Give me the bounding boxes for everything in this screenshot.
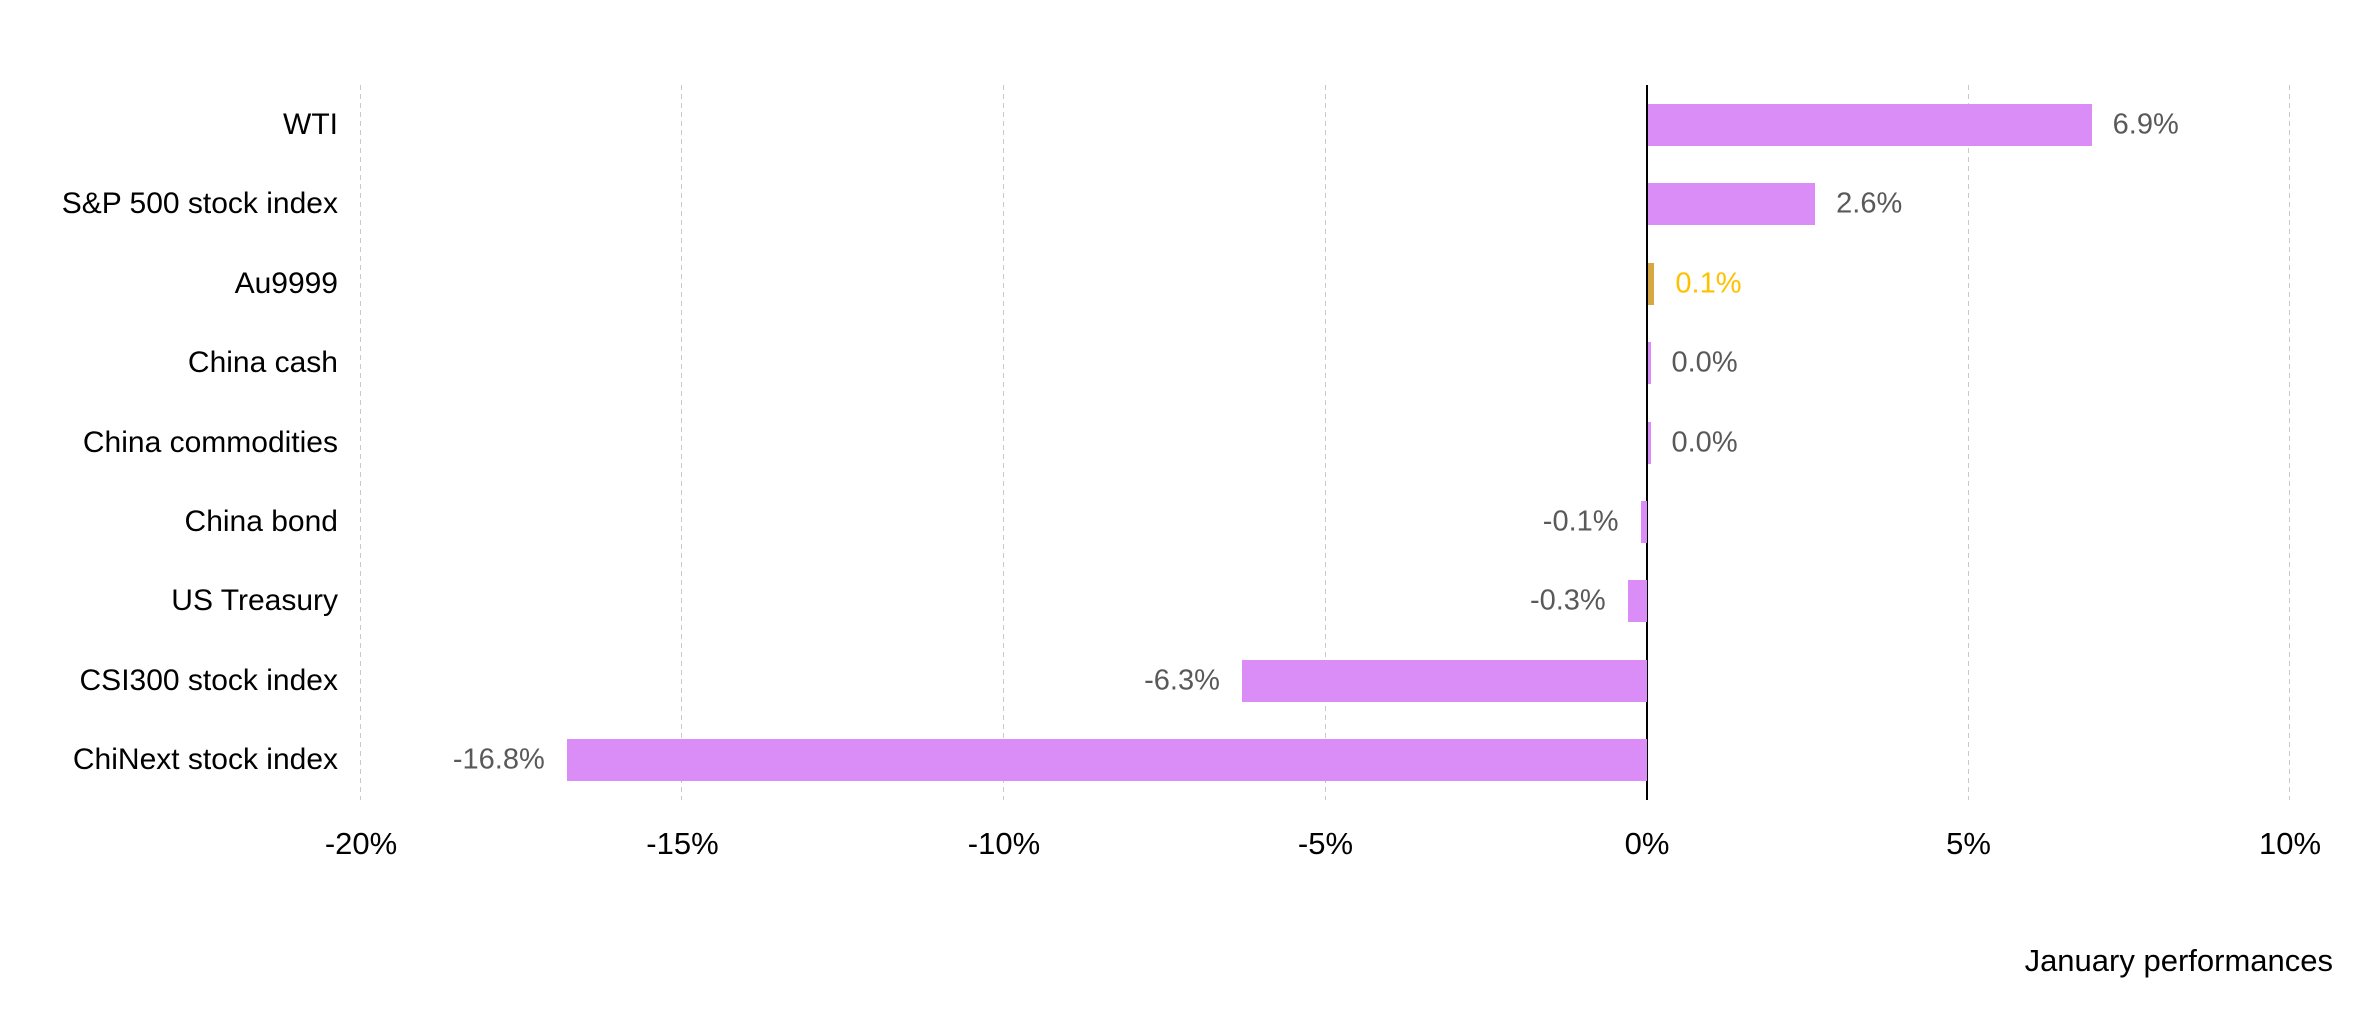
gridline bbox=[1967, 85, 1969, 800]
bar-8 bbox=[566, 739, 1647, 782]
category-label-6: US Treasury bbox=[171, 584, 338, 618]
x-tick-label-3: -5% bbox=[1297, 826, 1354, 861]
bar-3 bbox=[1648, 342, 1651, 385]
x-tick-label-4: 0% bbox=[1624, 826, 1670, 861]
gridline bbox=[360, 85, 361, 800]
value-label-4: 0.0% bbox=[1671, 426, 1738, 458]
bar-2 bbox=[1648, 262, 1655, 305]
bar-0 bbox=[1648, 103, 2092, 146]
x-tick-label-5: 5% bbox=[1946, 826, 1991, 861]
category-label-8: ChiNext stock index bbox=[72, 743, 338, 777]
category-label-5: China bond bbox=[184, 504, 338, 538]
value-label-1: 2.6% bbox=[1836, 187, 1903, 220]
x-tick-label-2: -10% bbox=[967, 826, 1041, 861]
x-tick-label-0: -20% bbox=[324, 826, 398, 861]
value-label-7: -6.3% bbox=[1144, 664, 1220, 697]
x-tick-label-6: 10% bbox=[2258, 826, 2322, 861]
gridline bbox=[2289, 85, 2290, 800]
x-axis: -20% -15% -10% -5% 0% 5% 10% bbox=[325, 826, 2321, 868]
value-label-8: -16.8% bbox=[452, 743, 545, 776]
value-label-0: 6.9% bbox=[2112, 108, 2179, 141]
gridline bbox=[1324, 85, 1326, 800]
value-label-6: -0.3% bbox=[1529, 584, 1606, 617]
bar-4 bbox=[1648, 421, 1651, 464]
bar-7 bbox=[1241, 659, 1647, 702]
bar-1 bbox=[1648, 183, 1816, 226]
category-label-7: CSI300 stock index bbox=[79, 663, 338, 697]
plot-area: 6.9% 2.6% 0.1% 0.0% 0.0% -0.1% -0.3% -6.3% -16.8… bbox=[360, 85, 2290, 800]
value-label-2: 0.1% bbox=[1675, 267, 1742, 300]
gridline bbox=[681, 85, 683, 800]
bar-6 bbox=[1627, 580, 1647, 623]
category-label-0: WTI bbox=[283, 107, 338, 141]
zero-axis-line bbox=[1645, 85, 1648, 800]
chart-footer-label: January performances bbox=[2024, 943, 2333, 978]
category-label-1: S&P 500 stock index bbox=[61, 187, 338, 221]
category-label-2: Au9999 bbox=[234, 266, 338, 300]
bar-5 bbox=[1640, 500, 1647, 543]
x-tick-label-1: -15% bbox=[646, 826, 719, 861]
value-label-5: -0.1% bbox=[1542, 505, 1619, 538]
category-label-4: China commodities bbox=[82, 425, 338, 459]
category-label-3: China cash bbox=[187, 346, 338, 380]
gridline bbox=[1002, 85, 1004, 800]
value-label-3: 0.0% bbox=[1671, 346, 1738, 379]
